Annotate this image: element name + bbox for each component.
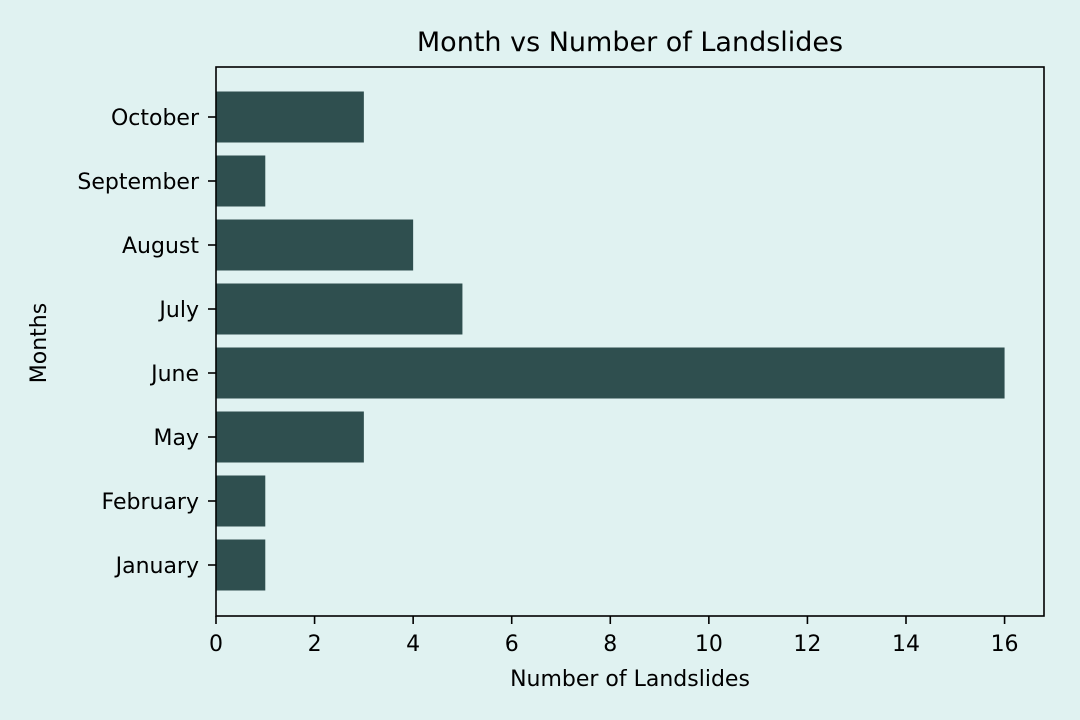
bar-october [216, 91, 364, 143]
x-tick-label: 2 [308, 632, 322, 657]
bar-february [216, 475, 266, 527]
x-tick-label: 14 [892, 632, 920, 657]
y-tick-label: May [154, 426, 199, 451]
x-tick-label: 6 [505, 632, 519, 657]
y-tick-label: September [77, 170, 200, 195]
y-tick-label: February [102, 490, 200, 515]
x-tick-label: 4 [406, 632, 420, 657]
x-tick-label: 16 [991, 632, 1019, 657]
y-tick-label: January [114, 554, 199, 579]
plot-frame [215, 66, 1045, 617]
y-tick-label: August [122, 234, 199, 259]
y-axis-ticks: January February May June July August Septembe… [77, 106, 216, 579]
x-tick-label: 0 [209, 632, 223, 657]
y-tick-label: June [149, 362, 199, 387]
bar-july [216, 283, 463, 335]
bar-september [216, 155, 266, 207]
y-tick-label: October [111, 106, 200, 131]
y-axis-label: Months [27, 303, 52, 383]
bar-august [216, 219, 414, 271]
bars-group [216, 91, 1005, 591]
x-tick-label: 8 [603, 632, 617, 657]
y-tick-label: July [157, 298, 199, 323]
x-tick-label: 12 [793, 632, 821, 657]
chart-title: Month vs Number of Landslides [417, 27, 843, 58]
bar-january [216, 539, 266, 591]
x-axis-ticks: 0 2 4 6 8 10 12 14 16 [209, 616, 1019, 657]
bar-june [216, 347, 1005, 399]
bar-may [216, 411, 364, 463]
x-axis-label: Number of Landslides [510, 667, 750, 692]
x-tick-label: 10 [695, 632, 723, 657]
